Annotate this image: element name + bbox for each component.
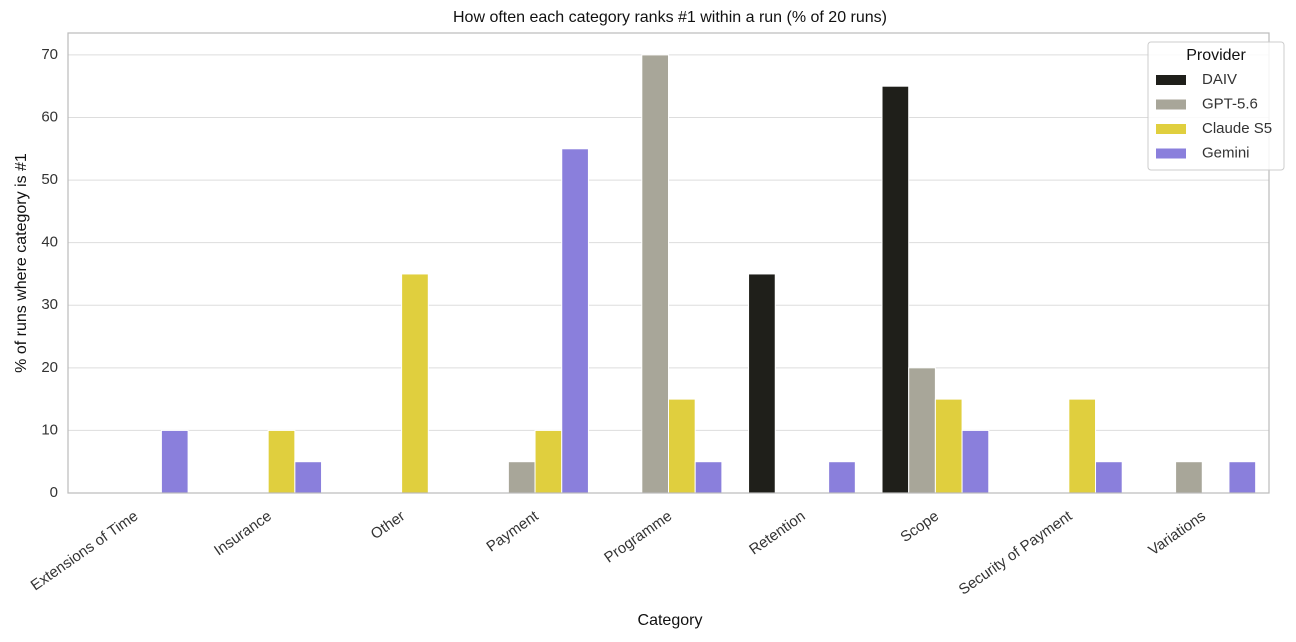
y-tick-label: 70 — [41, 46, 58, 63]
bar — [160, 429, 189, 494]
y-tick-label: 20 — [41, 359, 58, 376]
legend-swatch — [1156, 75, 1186, 85]
bar — [668, 398, 696, 494]
legend-swatch — [1156, 124, 1186, 134]
bar — [908, 367, 936, 494]
x-tick-label: Payment — [483, 507, 542, 555]
plot-frame — [67, 32, 1270, 494]
bar — [1175, 461, 1203, 494]
legend-label: DAIV — [1202, 71, 1237, 88]
x-tick-label: Other — [368, 508, 408, 543]
y-tick-label: 60 — [41, 108, 58, 125]
legend: Provider DAIV GPT-5.6 Claude S5 Gemini — [1147, 41, 1285, 171]
bar — [881, 85, 910, 494]
y-tick-label: 40 — [41, 234, 58, 251]
bar — [961, 429, 990, 494]
bar — [828, 461, 856, 494]
y-axis-title: % of runs where category is #1 — [13, 153, 30, 373]
legend-title: Provider — [1186, 47, 1246, 64]
legend-swatch — [1156, 148, 1186, 159]
bar — [401, 273, 429, 494]
bar — [267, 429, 296, 494]
x-axis-title: Category — [638, 612, 703, 629]
chart-title: How often each category ranks #1 within … — [453, 9, 887, 26]
x-tick-label: Security of Payment — [956, 507, 1076, 598]
bars — [160, 54, 1257, 494]
legend-box — [1147, 41, 1285, 171]
bar — [934, 398, 963, 494]
labels: 0 10 20 30 40 50 60 70 Extensions of Time Insuran… — [28, 46, 1209, 599]
x-tick-label: Scope — [897, 508, 942, 546]
x-tick-label: Retention — [746, 508, 808, 559]
bar — [294, 461, 323, 494]
y-tick-label: 0 — [50, 484, 58, 501]
y-tick-label: 10 — [41, 421, 58, 438]
x-tick-label: Programme — [601, 508, 675, 567]
x-tick-label: Variations — [1145, 508, 1208, 560]
bar — [694, 461, 723, 494]
x-tick-label: Insurance — [211, 508, 275, 560]
bar — [534, 429, 563, 494]
legend-swatch — [1156, 99, 1186, 110]
legend-label: Claude S5 — [1202, 120, 1272, 137]
y-tick-label: 50 — [41, 171, 58, 188]
bar — [748, 273, 776, 494]
bar — [1095, 461, 1123, 494]
x-tick-label: Extensions of Time — [28, 508, 142, 595]
legend-label: Gemini — [1202, 144, 1250, 161]
bar — [641, 54, 669, 494]
bar — [1068, 398, 1097, 494]
y-tick-label: 30 — [41, 296, 58, 313]
legend-label: GPT-5.6 — [1202, 95, 1258, 112]
bar — [1228, 461, 1257, 494]
bar — [561, 148, 589, 494]
bar — [507, 461, 536, 494]
